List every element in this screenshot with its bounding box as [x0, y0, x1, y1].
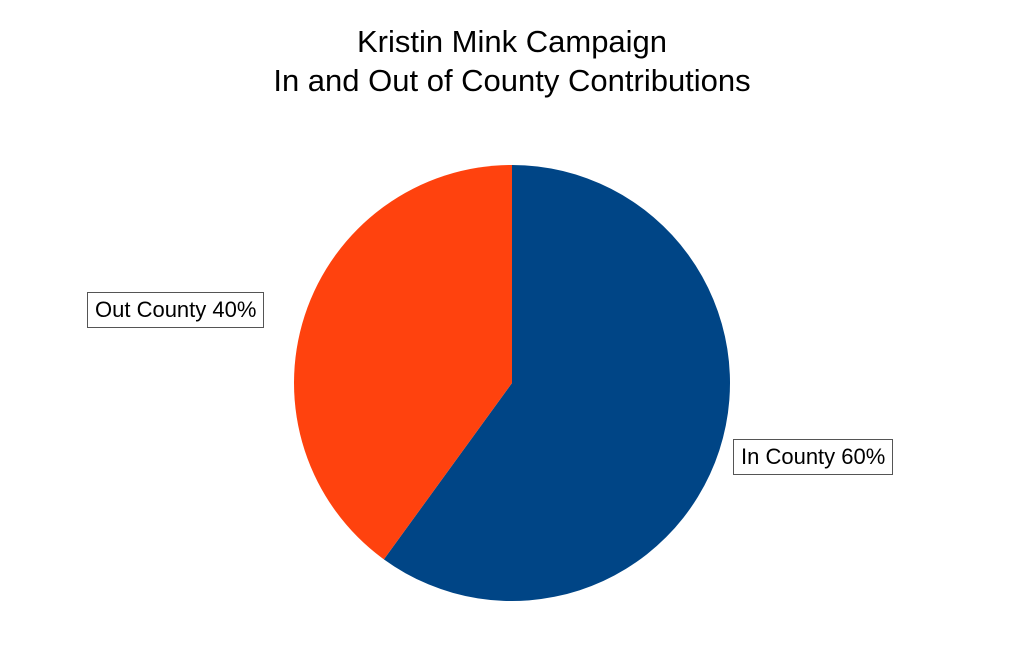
- slice-label-in-county: In County 60%: [733, 439, 894, 475]
- slice-label-out-county: Out County 40%: [87, 292, 265, 328]
- pie-slice-in-county: [383, 165, 730, 602]
- chart-subtitle: In and Out of County Contributions: [273, 63, 751, 98]
- pie-slice-out-county: [294, 165, 512, 560]
- chart-title-block: Kristin Mink Campaign In and Out of Coun…: [0, 22, 1024, 100]
- chart-title: Kristin Mink Campaign: [356, 24, 668, 59]
